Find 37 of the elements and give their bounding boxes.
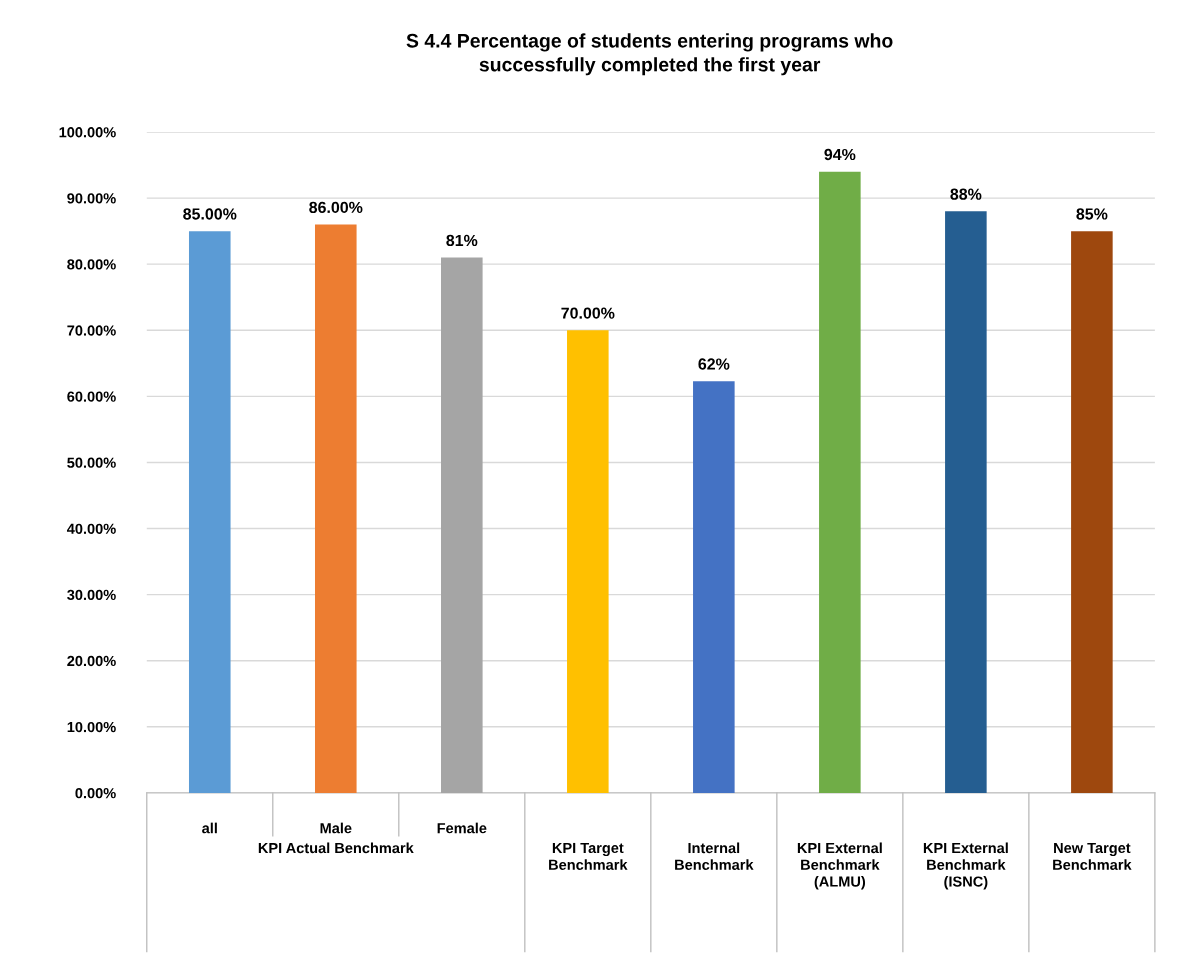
x-tick-label: Male (320, 822, 352, 834)
data-label: 85.00% (183, 208, 237, 220)
y-tick-label: 70.00% (67, 325, 116, 336)
data-label: 88% (950, 188, 982, 200)
data-label: 70.00% (561, 307, 615, 319)
x-tick-label: Internal Benchmark (675, 842, 754, 870)
text: KPI Actual Benchmark (258, 842, 414, 854)
data-label: 62% (698, 358, 730, 370)
bar (1071, 231, 1113, 793)
data-label: 81% (446, 234, 478, 247)
x-tick-label: KPI Target Benchmark (549, 842, 628, 870)
y-tick-label: 60.00% (67, 391, 116, 402)
data-label: 86.00% (309, 201, 363, 214)
y-tick-label: 100.00% (59, 127, 116, 138)
x-tick-label: Female (437, 822, 487, 834)
y-tick-label: 50.00% (67, 457, 116, 468)
data-label: 94% (824, 148, 856, 161)
bar (315, 224, 357, 793)
bar (945, 211, 987, 793)
bar (188, 231, 231, 793)
bar (441, 257, 483, 793)
bar (819, 171, 861, 793)
y-tick-label: 20.00% (67, 655, 116, 667)
data-label: 85% (1076, 208, 1108, 220)
bar (693, 381, 735, 793)
y-tick-label: 40.00% (66, 523, 116, 534)
bar (567, 330, 609, 793)
y-tick-label: 10.00% (67, 721, 116, 733)
x-tick-label: all (202, 822, 217, 834)
y-tick-label: 0.00% (75, 788, 116, 799)
y-tick-label: 30.00% (67, 589, 116, 601)
y-tick-label: 90.00% (67, 193, 116, 204)
x-tick-label: KPI External Benchmark (ISNC) (923, 842, 1008, 890)
x-tick-label: New Target Benchmark (1053, 842, 1132, 870)
x-tick-label: KPI External Benchmark (ALMU) (797, 842, 882, 890)
chart-title: S 4.4 Percentage of students entering programs who successfully completed the first year (406, 33, 893, 76)
y-tick-label: 80.00% (67, 259, 116, 270)
